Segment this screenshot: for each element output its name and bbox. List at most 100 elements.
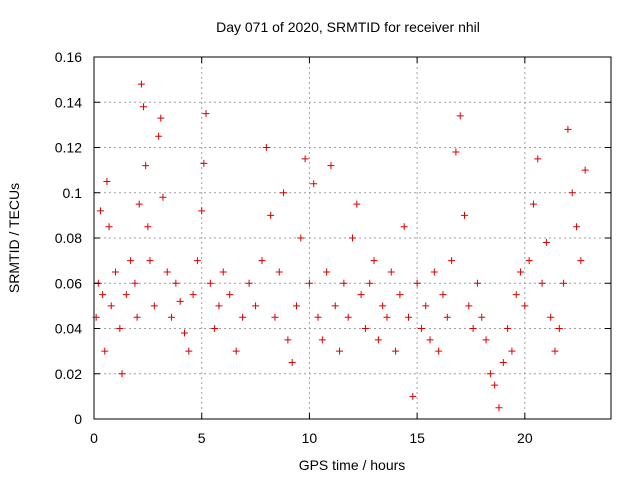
data-point (499, 358, 507, 366)
data-point (155, 132, 163, 140)
data-point (180, 329, 188, 337)
data-point (430, 268, 438, 276)
y-tick-label: 0 (74, 411, 82, 427)
data-point (400, 223, 408, 231)
data-point (331, 302, 339, 310)
data-point (267, 211, 275, 219)
data-point (344, 313, 352, 321)
data-point (142, 162, 150, 170)
x-tick-label: 5 (198, 430, 206, 446)
data-point (560, 279, 568, 287)
data-point (504, 325, 512, 332)
data-point (185, 347, 193, 355)
y-tick-label: 0.16 (55, 49, 82, 65)
data-point (101, 347, 109, 355)
data-point (318, 336, 326, 344)
data-point (150, 302, 158, 310)
y-tick-label: 0.06 (55, 275, 82, 291)
chart-title: Day 071 of 2020, SRMTID for receiver nhi… (216, 19, 480, 35)
data-point (314, 313, 322, 321)
data-point (422, 302, 430, 310)
data-point (491, 381, 499, 389)
data-point (521, 302, 529, 310)
data-point (547, 313, 555, 321)
x-tick-label: 20 (517, 430, 533, 446)
data-point (144, 223, 152, 231)
data-point (349, 234, 356, 242)
data-point (435, 347, 443, 355)
data-point (456, 112, 464, 120)
data-point (118, 370, 126, 378)
data-point (292, 302, 300, 310)
data-point (482, 336, 490, 344)
data-point (478, 313, 486, 321)
y-tick-label: 0.02 (55, 366, 82, 382)
data-point (413, 279, 421, 287)
data-point (280, 189, 288, 197)
data-point (122, 291, 130, 299)
data-point (452, 148, 460, 156)
data-point (193, 257, 201, 265)
data-point (396, 291, 404, 299)
data-point (105, 223, 113, 231)
data-point (534, 155, 542, 163)
x-tick-label: 10 (302, 430, 318, 446)
y-tick-label: 0.14 (55, 94, 82, 110)
data-point (275, 268, 283, 276)
data-point (215, 302, 223, 310)
x-axis-label: GPS time / hours (299, 457, 406, 473)
data-point (417, 325, 425, 332)
data-point (448, 257, 456, 265)
data-point (379, 302, 387, 310)
data-point (103, 177, 111, 185)
data-point (517, 268, 525, 276)
data-point (226, 291, 234, 299)
data-point (383, 313, 391, 321)
data-point (439, 291, 447, 299)
data-point (198, 207, 206, 215)
data-point (131, 279, 139, 287)
y-axis-ticks: 0 0.02 0.04 0.06 0.08 0.1 0.12 0.14 0.16 (55, 49, 611, 427)
data-point (157, 114, 165, 122)
data-point (245, 279, 253, 287)
data-point (525, 257, 533, 265)
data-point (465, 302, 473, 310)
y-tick-label: 0.08 (55, 230, 82, 246)
data-point (508, 347, 516, 355)
data-point (551, 347, 559, 355)
data-point (189, 291, 197, 299)
data-point (284, 336, 292, 344)
data-point (564, 125, 572, 133)
data-point (529, 200, 537, 208)
y-tick-label: 0.1 (63, 185, 83, 201)
x-tick-label: 15 (409, 430, 425, 446)
data-point (370, 257, 378, 265)
data-point (305, 279, 313, 287)
data-point (353, 200, 361, 208)
data-point (568, 189, 576, 197)
data-point (262, 144, 270, 151)
data-point (202, 110, 210, 118)
data-point (473, 279, 481, 287)
data-point (99, 291, 107, 299)
data-point (133, 313, 141, 321)
data-point (112, 268, 120, 276)
data-point (409, 392, 417, 400)
data-point (392, 347, 400, 355)
data-point (542, 239, 550, 247)
data-point (512, 291, 520, 299)
data-point (366, 279, 374, 287)
y-tick-label: 0.12 (55, 140, 82, 156)
data-point (461, 211, 469, 219)
data-point (577, 257, 585, 265)
data-point (486, 370, 494, 378)
data-point (387, 268, 395, 276)
data-point (96, 207, 104, 215)
data-point (301, 155, 309, 163)
data-point (140, 103, 148, 111)
data-point (146, 257, 154, 265)
data-point (310, 180, 318, 188)
data-point (405, 313, 413, 321)
data-point (573, 223, 581, 231)
